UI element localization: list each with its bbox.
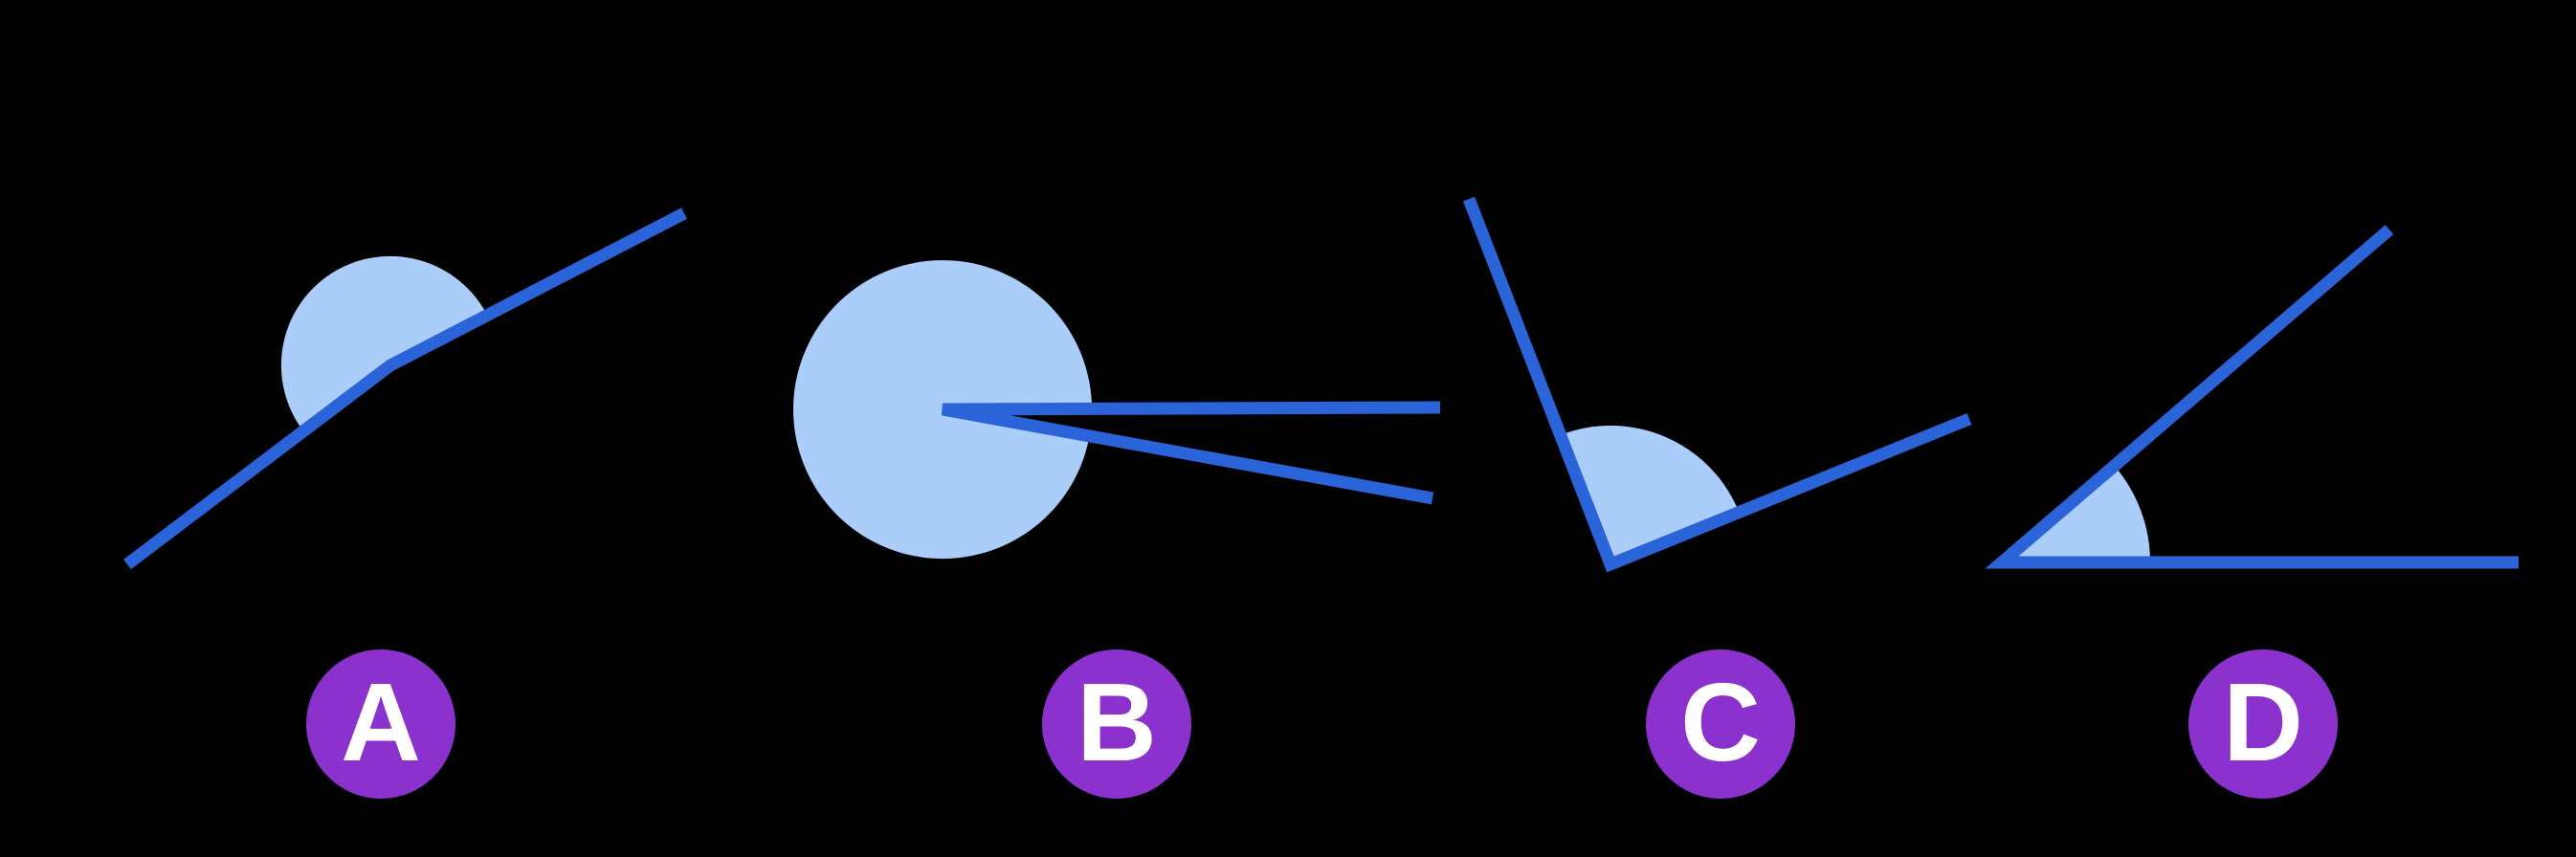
figure-d: [1985, 225, 2519, 569]
label-bubble-d: D: [2188, 649, 2338, 799]
angle-sector-a: [280, 255, 488, 431]
figure-c: [1462, 196, 1972, 573]
label-d-text: D: [2223, 660, 2303, 784]
label-c-text: C: [1680, 660, 1761, 784]
angle-rays-a: [123, 208, 687, 570]
label-bubble-b: B: [1042, 649, 1191, 799]
label-a-text: A: [341, 660, 421, 784]
label-bubble-c: C: [1646, 649, 1795, 799]
label-bubble-a: A: [306, 649, 455, 799]
label-b-text: B: [1077, 660, 1157, 784]
angle-rays-b: [941, 401, 1441, 505]
angle-rays-d: [1985, 225, 2519, 569]
angle-rays-c: [1462, 196, 1972, 573]
figure-a: [123, 208, 687, 570]
figure-b: [793, 260, 1441, 560]
